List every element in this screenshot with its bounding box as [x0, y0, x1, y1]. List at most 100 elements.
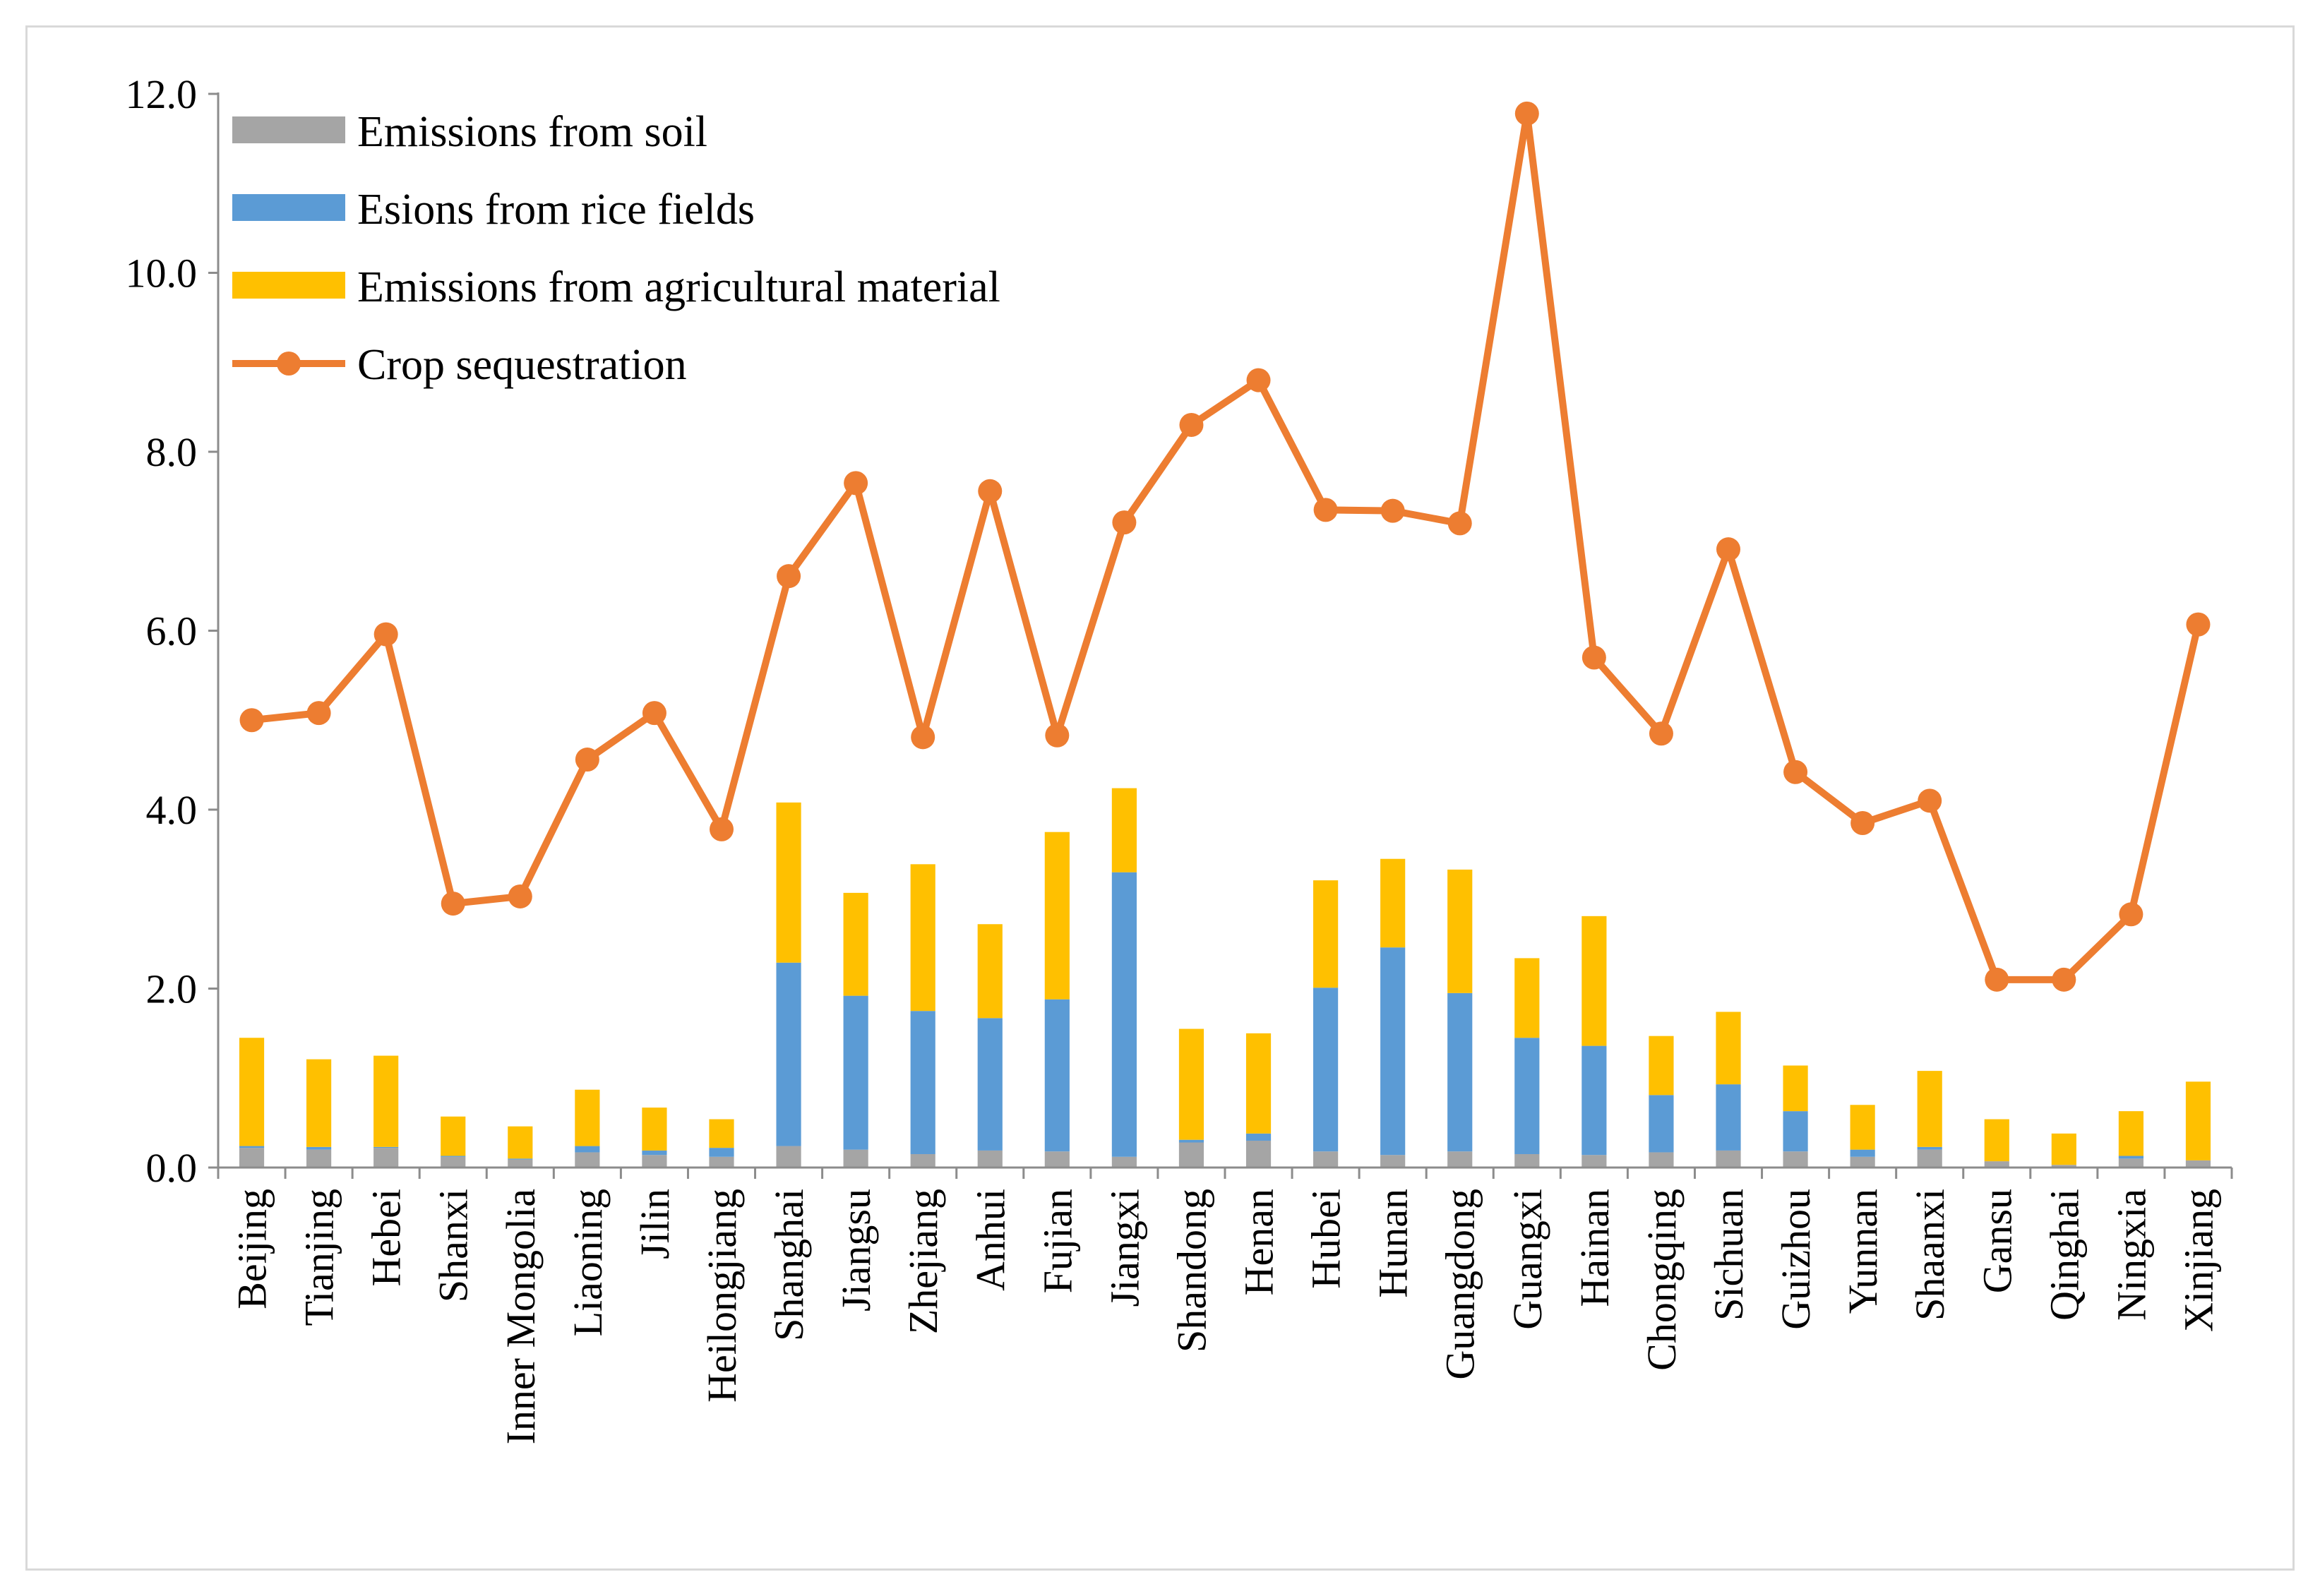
point-crop-sequestration-gansu: [1985, 967, 2009, 992]
point-crop-sequestration-sichuan: [1716, 537, 1740, 562]
bar-emissions-from-agricultural-material-qinghai: [2051, 1133, 2076, 1165]
bar-emissions-from-agricultural-material-inner-mongolia: [508, 1126, 533, 1159]
x-tick-label-sichuan: Sichuan: [1706, 1189, 1752, 1321]
legend-swatch-emissions-from-soil: [232, 116, 345, 143]
legend-label-emissions-from-agricultural-material: Emissions from agricultural material: [357, 263, 1000, 311]
point-crop-sequestration-hubei: [1313, 498, 1338, 522]
bar-esions-from-rice-fields-hunan: [1380, 947, 1406, 1156]
bar-esions-from-rice-fields-jiangxi: [1111, 872, 1137, 1157]
bar-esions-from-rice-fields-guangxi: [1514, 1038, 1540, 1154]
bar-esions-from-rice-fields-zhejiang: [910, 1011, 935, 1154]
bar-emissions-from-agricultural-material-shandong: [1178, 1028, 1204, 1140]
bar-emissions-from-agricultural-material-liaoning: [575, 1089, 600, 1146]
point-crop-sequestration-zhejiang: [911, 725, 935, 750]
y-tick-label: 8.0: [146, 429, 198, 475]
bar-emissions-from-agricultural-material-hunan: [1380, 858, 1406, 948]
y-tick-label: 0.0: [146, 1145, 198, 1191]
bar-emissions-from-agricultural-material-gansu: [1984, 1119, 2009, 1162]
x-tick-label-beijing: Beijing: [229, 1189, 275, 1309]
x-tick-label-qinghai: Qinghai: [2041, 1189, 2087, 1321]
y-tick-label: 10.0: [126, 251, 198, 296]
bar-emissions-from-soil-fujian: [1044, 1151, 1070, 1168]
bar-emissions-from-soil-inner-mongolia: [508, 1159, 533, 1168]
bar-esions-from-rice-fields-ningxia: [2118, 1156, 2143, 1159]
bar-emissions-from-agricultural-material-hubei: [1313, 880, 1339, 988]
point-crop-sequestration-ningxia: [2119, 902, 2143, 927]
bar-emissions-from-soil-anhui: [977, 1150, 1003, 1168]
bar-emissions-from-soil-jiangxi: [1111, 1156, 1137, 1168]
bar-emissions-from-agricultural-material-beijing: [239, 1038, 265, 1146]
bar-emissions-from-agricultural-material-ningxia: [2118, 1111, 2143, 1156]
bar-emissions-from-agricultural-material-hebei: [373, 1055, 399, 1147]
bar-esions-from-rice-fields-jiangsu: [843, 995, 868, 1150]
bar-emissions-from-soil-shandong: [1178, 1142, 1204, 1168]
bar-emissions-from-agricultural-material-henan: [1245, 1033, 1272, 1134]
legend-swatch-emissions-from-agricultural-material: [232, 272, 345, 299]
bar-emissions-from-agricultural-material-shanxi: [441, 1116, 466, 1156]
point-crop-sequestration-shandong: [1179, 412, 1204, 437]
point-crop-sequestration-jiangxi: [1112, 510, 1137, 535]
bar-emissions-from-agricultural-material-jiangxi: [1111, 788, 1137, 872]
x-tick-label-inner-mongolia: Inner Mongolia: [498, 1189, 544, 1444]
x-tick-label-jiangxi: Jiangxi: [1101, 1189, 1147, 1307]
x-tick-label-shanxi: Shanxi: [431, 1189, 477, 1302]
legend-label-esions-from-rice-fields: Esions from rice fields: [357, 186, 755, 234]
point-crop-sequestration-hainan: [1581, 645, 1606, 670]
bar-emissions-from-agricultural-material-xinjiang: [2185, 1081, 2211, 1160]
x-tick-label-fujian: Fujian: [1034, 1189, 1080, 1293]
bar-esions-from-rice-fields-jilin: [642, 1150, 667, 1156]
point-crop-sequestration-guangxi: [1514, 101, 1539, 126]
bar-emissions-from-agricultural-material-hainan: [1581, 916, 1607, 1046]
x-tick-label-hainan: Hainan: [1572, 1189, 1618, 1307]
x-tick-label-guangxi: Guangxi: [1505, 1189, 1550, 1330]
bar-esions-from-rice-fields-shanxi: [441, 1156, 466, 1157]
legend-marker-crop-sequestration: [277, 352, 301, 376]
bar-emissions-from-agricultural-material-yunnan: [1850, 1105, 1875, 1150]
x-tick-label-guangdong: Guangdong: [1437, 1189, 1483, 1380]
bar-esions-from-rice-fields-sichuan: [1716, 1084, 1741, 1151]
x-tick-label-zhejiang: Zhejiang: [900, 1189, 946, 1334]
bar-emissions-from-agricultural-material-shanghai: [776, 802, 801, 963]
x-tick-label-chongqing: Chongqing: [1639, 1189, 1685, 1371]
legend-label-emissions-from-soil: Emissions from soil: [357, 108, 707, 156]
x-tick-label-gansu: Gansu: [1974, 1189, 2020, 1293]
bar-emissions-from-soil-sichuan: [1716, 1150, 1741, 1168]
bar-emissions-from-soil-tianjing: [306, 1149, 332, 1168]
bar-esions-from-rice-fields-shanghai: [776, 962, 801, 1146]
bar-esions-from-rice-fields-shaanxi: [1917, 1146, 1942, 1150]
x-tick-label-xinjiang: Xinjiang: [2175, 1189, 2221, 1332]
bar-esions-from-rice-fields-hebei: [373, 1146, 399, 1148]
bar-emissions-from-soil-gansu: [1984, 1161, 2009, 1168]
y-tick-label: 6.0: [146, 608, 198, 654]
line-crop-sequestration: [248, 109, 2202, 983]
bar-emissions-from-soil-hainan: [1581, 1155, 1607, 1168]
bar-emissions-from-soil-guangdong: [1447, 1151, 1473, 1168]
x-tick-label-guizhou: Guizhou: [1773, 1189, 1819, 1330]
bar-emissions-from-soil-jiangsu: [843, 1149, 868, 1168]
x-tick-label-hebei: Hebei: [364, 1189, 409, 1287]
x-tick-label-hunan: Hunan: [1370, 1189, 1416, 1298]
point-crop-sequestration-yunnan: [1850, 811, 1875, 836]
x-tick-label-liaoning: Liaoning: [565, 1189, 611, 1336]
x-tick-label-ningxia: Ningxia: [2108, 1189, 2154, 1321]
point-crop-sequestration-shanxi: [441, 892, 465, 916]
x-tick-label-shaanxi: Shaanxi: [1907, 1189, 1953, 1321]
point-crop-sequestration-anhui: [978, 479, 1003, 503]
bar-emissions-from-soil-yunnan: [1850, 1156, 1875, 1168]
bar-emissions-from-soil-hunan: [1380, 1155, 1406, 1168]
legend-label-crop-sequestration: Crop sequestration: [357, 341, 687, 389]
bar-emissions-from-soil-jilin: [642, 1155, 667, 1168]
bar-emissions-from-agricultural-material-fujian: [1044, 832, 1070, 1000]
point-crop-sequestration-qinghai: [2052, 967, 2076, 992]
point-crop-sequestration-fujian: [1045, 723, 1070, 748]
bar-emissions-from-agricultural-material-sichuan: [1716, 1012, 1741, 1085]
bar-emissions-from-agricultural-material-shaanxi: [1917, 1071, 1942, 1147]
point-crop-sequestration-inner-mongolia: [508, 884, 532, 908]
bar-emissions-from-soil-zhejiang: [910, 1153, 935, 1168]
bar-emissions-from-soil-heilongjiang: [709, 1156, 734, 1168]
bar-emissions-from-soil-xinjiang: [2185, 1160, 2211, 1168]
point-crop-sequestration-heilongjiang: [710, 817, 734, 841]
bar-emissions-from-agricultural-material-guangdong: [1447, 869, 1473, 993]
point-crop-sequestration-xinjiang: [2186, 612, 2211, 637]
bar-esions-from-rice-fields-guizhou: [1783, 1111, 1808, 1152]
